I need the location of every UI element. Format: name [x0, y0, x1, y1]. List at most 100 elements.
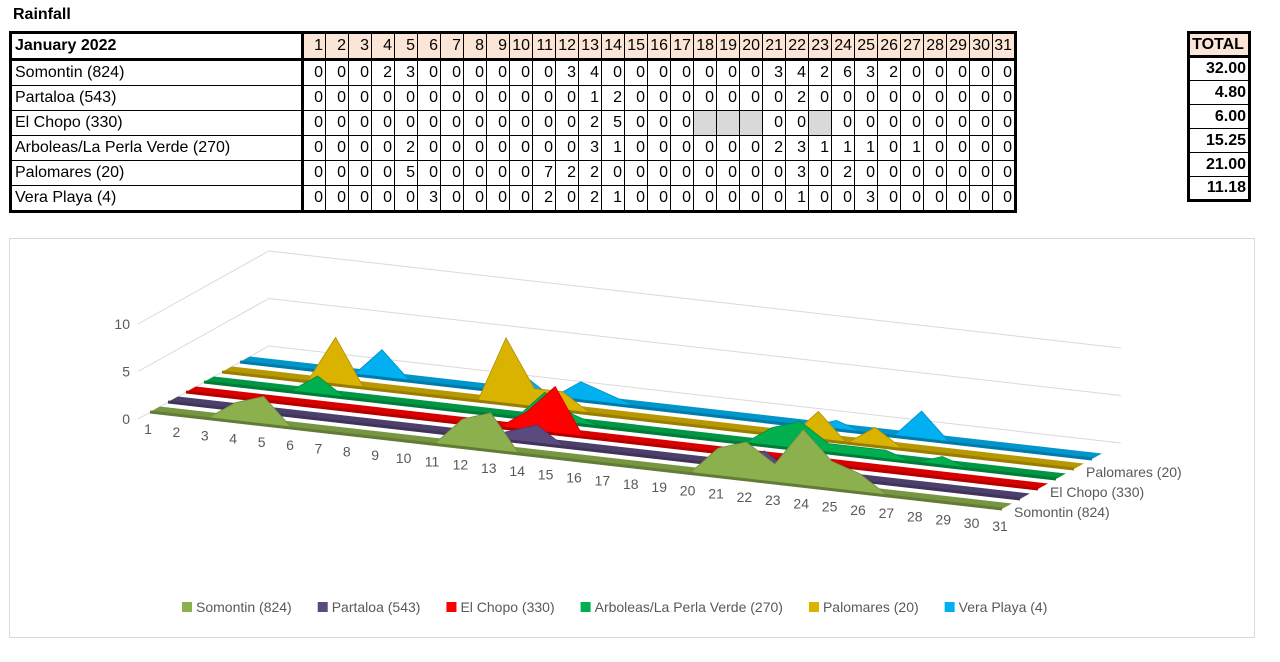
rain-cell: 0	[877, 135, 901, 161]
total-header: TOTAL	[1188, 32, 1250, 58]
day-header: 19	[716, 32, 740, 61]
rain-cell: 0	[969, 135, 993, 161]
rain-cell: 0	[831, 85, 855, 111]
rain-cell: 0	[440, 110, 464, 136]
gridline	[268, 250, 1121, 349]
rain-cell: 0	[463, 160, 487, 186]
rain-cell: 0	[371, 135, 395, 161]
rain-cell: 0	[601, 59, 625, 86]
y-tick-label: 0	[122, 411, 130, 427]
rain-cell: 0	[670, 110, 694, 136]
rain-cell: 0	[302, 85, 326, 111]
rain-cell: 0	[440, 85, 464, 111]
x-tick-label: 6	[286, 437, 294, 453]
depth-axis-label: Somontin (824)	[1014, 504, 1110, 520]
rain-cell: 1	[785, 185, 809, 212]
rain-cell: 0	[693, 185, 717, 212]
gridline-side	[137, 298, 270, 372]
series-baseline	[221, 370, 1075, 471]
rain-cell: 0	[647, 110, 671, 136]
x-tick-label: 22	[737, 489, 753, 505]
rain-cell: 0	[693, 85, 717, 111]
day-header: 6	[417, 32, 441, 61]
day-header: 31	[992, 32, 1016, 61]
rain-cell: 0	[969, 160, 993, 186]
x-tick-label: 9	[371, 447, 379, 463]
day-header: 11	[532, 32, 556, 61]
month-label: January 2022	[10, 32, 304, 61]
station-name: Partaloa (543)	[10, 85, 304, 111]
day-header: 21	[762, 32, 786, 61]
rain-cell: 0	[923, 185, 947, 212]
rain-cell: 0	[463, 59, 487, 86]
rain-cell: 0	[486, 59, 510, 86]
total-table: TOTAL 32.00 4.80 6.00 15.25 21.00 11.18	[1187, 31, 1251, 202]
rain-cell: 0	[877, 110, 901, 136]
rain-cell: 2	[762, 135, 786, 161]
x-tick-label: 31	[992, 518, 1008, 534]
rain-cell: 3	[854, 59, 878, 86]
rain-cell: 0	[371, 160, 395, 186]
series-baseline	[239, 360, 1093, 461]
legend-item: Vera Playa (4)	[944, 599, 1047, 615]
rain-cell: 0	[992, 185, 1016, 212]
series-baseline	[167, 400, 1021, 501]
rain-cell: 0	[509, 59, 533, 86]
rain-cell: 0	[992, 85, 1016, 111]
rain-cell: 0	[509, 160, 533, 186]
rain-cell: 1	[578, 85, 602, 111]
rain-cell: 0	[969, 59, 993, 86]
rain-cell: 0	[739, 59, 763, 86]
day-header: 18	[693, 32, 717, 61]
rain-cell: 3	[854, 185, 878, 212]
rain-cell: 0	[923, 135, 947, 161]
depth-axis-label: El Chopo (330)	[1050, 484, 1144, 500]
rain-cell: 5	[394, 160, 418, 186]
x-tick-label: 13	[481, 460, 497, 476]
rain-cell: 0	[808, 185, 832, 212]
rain-cell: 0	[417, 110, 441, 136]
day-header: 20	[739, 32, 763, 61]
x-tick-label: 19	[651, 479, 667, 495]
x-tick-label: 11	[425, 453, 440, 469]
rain-cell: 0	[509, 110, 533, 136]
rain-cell: 0	[762, 160, 786, 186]
rain-cell: 2	[785, 85, 809, 111]
rain-cell: 3	[762, 59, 786, 86]
x-tick-label: 14	[509, 463, 525, 479]
rain-cell: 0	[992, 160, 1016, 186]
rain-cell: 3	[785, 160, 809, 186]
legend-label: Arboleas/La Perla Verde (270)	[595, 599, 783, 615]
rain-cell: 0	[739, 135, 763, 161]
rain-cell: 2	[808, 59, 832, 86]
legend-swatch	[580, 602, 591, 612]
rain-cell: 0	[348, 85, 372, 111]
rain-cell: 0	[555, 135, 579, 161]
table-row: Vera Playa (4) 0 0 0 0 0 3 0 0 0 0 2 0 2 1 0 0 0 0 0 0 0 1 0 0 3 0…	[10, 185, 1016, 212]
rain-cell: 0	[670, 185, 694, 212]
series-5	[239, 349, 1102, 461]
rain-cell: 0	[325, 135, 349, 161]
rain-cell: 1	[900, 135, 924, 161]
rain-cell: 0	[946, 59, 970, 86]
legend-swatch	[944, 602, 955, 612]
rain-cell: 0	[877, 160, 901, 186]
rain-cell: 0	[785, 110, 809, 136]
rain-cell: 0	[325, 85, 349, 111]
rain-cell: 0	[900, 110, 924, 136]
rain-cell: 0	[946, 185, 970, 212]
rain-cell: 2	[578, 185, 602, 212]
rain-cell: 0	[486, 185, 510, 212]
total-cell: 32.00	[1188, 56, 1250, 81]
rain-cell: 0	[900, 59, 924, 86]
rain-cell: 0	[348, 160, 372, 186]
gridline	[268, 298, 1121, 396]
rain-cell: 0	[739, 160, 763, 186]
rain-cell: 0	[969, 85, 993, 111]
table-row: Partaloa (543) 0 0 0 0 0 0 0 0 0 0 0 0 1 2 0 0 0 0 0 0 0 2 0 0 0 0…	[10, 85, 1016, 111]
rain-cell: 0	[946, 160, 970, 186]
day-header: 14	[601, 32, 625, 61]
day-header: 28	[923, 32, 947, 61]
day-header: 23	[808, 32, 832, 61]
rain-cell: 0	[371, 110, 395, 136]
